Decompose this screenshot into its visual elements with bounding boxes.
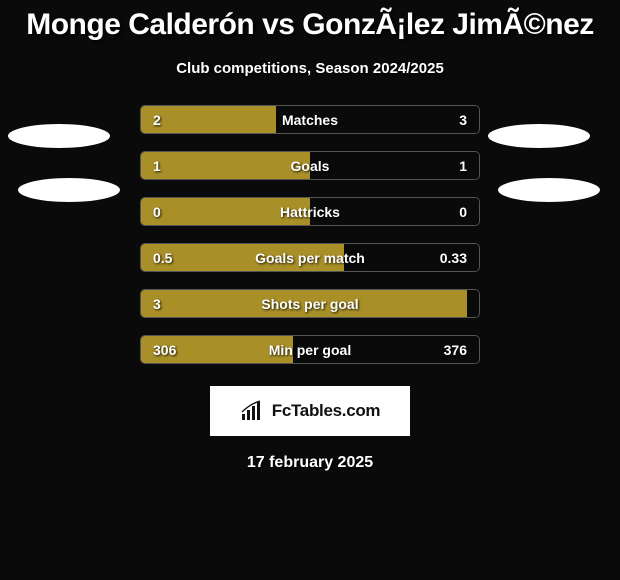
stat-value-left: 2: [153, 112, 161, 128]
stat-row: 0.50.33Goals per match: [140, 243, 480, 272]
stat-bar-left: 0: [141, 198, 310, 225]
fctables-logo: FcTables.com: [210, 386, 410, 436]
stat-value-right: 1: [459, 158, 467, 174]
stat-value-right: 3: [459, 112, 467, 128]
season-subtitle: Club competitions, Season 2024/2025: [0, 60, 620, 77]
stat-row: 3Shots per goal: [140, 289, 480, 318]
stat-bar-left: 2: [141, 106, 276, 133]
stat-row: 306376Min per goal: [140, 335, 480, 364]
stat-bar-right: 3: [276, 106, 479, 133]
stat-bar-left: 0.5: [141, 244, 344, 271]
stat-value-left: 1: [153, 158, 161, 174]
stat-row: 11Goals: [140, 151, 480, 180]
stat-value-left: 3: [153, 296, 161, 312]
stat-bar-left: 306: [141, 336, 293, 363]
stat-bar-right: 0.33: [344, 244, 479, 271]
stat-bar-left: 3: [141, 290, 467, 317]
stat-bar-right: 376: [293, 336, 479, 363]
stat-bar-right: 1: [310, 152, 479, 179]
logo-text: FcTables.com: [272, 401, 381, 421]
bar-chart-icon: [240, 400, 266, 422]
stat-bar-right: [467, 290, 479, 317]
stat-value-left: 0: [153, 204, 161, 220]
player-photo-placeholder: [488, 124, 590, 148]
stat-row: 00Hattricks: [140, 197, 480, 226]
stat-bar-right: 0: [310, 198, 479, 225]
stat-value-left: 0.5: [153, 250, 172, 266]
stat-value-right: 0.33: [440, 250, 467, 266]
stat-bar-left: 1: [141, 152, 310, 179]
player-photo-placeholder: [498, 178, 600, 202]
snapshot-date: 17 february 2025: [0, 454, 620, 472]
stat-row: 23Matches: [140, 105, 480, 134]
stat-value-right: 0: [459, 204, 467, 220]
page-title: Monge Calderón vs GonzÃ¡lez JimÃ©nez: [0, 0, 620, 42]
player-photo-placeholder: [18, 178, 120, 202]
stat-value-left: 306: [153, 342, 176, 358]
stat-value-right: 376: [444, 342, 467, 358]
player-photo-placeholder: [8, 124, 110, 148]
